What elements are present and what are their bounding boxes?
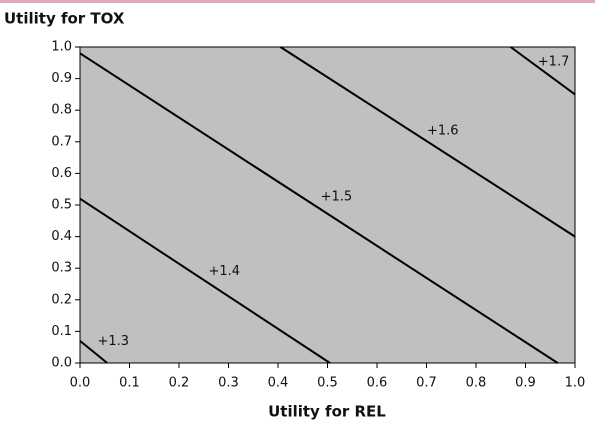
y-tick-label: 0.6: [51, 166, 72, 181]
x-tick-label: 0.8: [466, 376, 487, 391]
x-tick-label: 0.1: [119, 376, 140, 391]
plot-frame: [79, 46, 576, 364]
x-tick-label: 0.5: [317, 376, 338, 391]
y-tick-label: 0.5: [51, 198, 72, 213]
x-axis-label: Utility for REL: [268, 403, 386, 421]
contour-line: [510, 46, 576, 96]
y-tick-label: 0.0: [51, 356, 72, 371]
contour-line: [79, 340, 108, 364]
y-tick-label: 0.2: [51, 292, 72, 307]
x-tick-label: 0.7: [416, 376, 437, 391]
y-tick-label: 0.1: [51, 324, 72, 339]
contour-line: [79, 197, 331, 364]
y-tick-label: 0.3: [51, 261, 72, 276]
y-tick-label: 0.4: [51, 229, 72, 244]
contour-label: +1.4: [208, 264, 240, 279]
contour-line: [279, 46, 576, 238]
y-tick-label: 0.9: [51, 71, 72, 86]
x-tick-label: 0.6: [367, 376, 388, 391]
x-tick-label: 0.2: [169, 376, 190, 391]
contour-line: [79, 52, 559, 364]
y-tick-label: 1.0: [51, 40, 72, 55]
x-tick-label: 0.3: [218, 376, 239, 391]
chart-title: Utility for TOX: [4, 10, 125, 28]
contour-label: +1.6: [427, 123, 459, 138]
x-tick-label: 0.4: [268, 376, 289, 391]
x-tick-label: 0.0: [70, 376, 91, 391]
x-tick-label: 1.0: [565, 376, 586, 391]
y-tick-label: 0.7: [51, 134, 72, 149]
x-tick-label: 0.9: [515, 376, 536, 391]
plot-area: [80, 47, 575, 363]
y-tick-label: 0.8: [51, 103, 72, 118]
contour-label: +1.5: [321, 190, 353, 205]
contour-label: +1.3: [97, 334, 129, 349]
contour-label: +1.7: [538, 54, 570, 69]
